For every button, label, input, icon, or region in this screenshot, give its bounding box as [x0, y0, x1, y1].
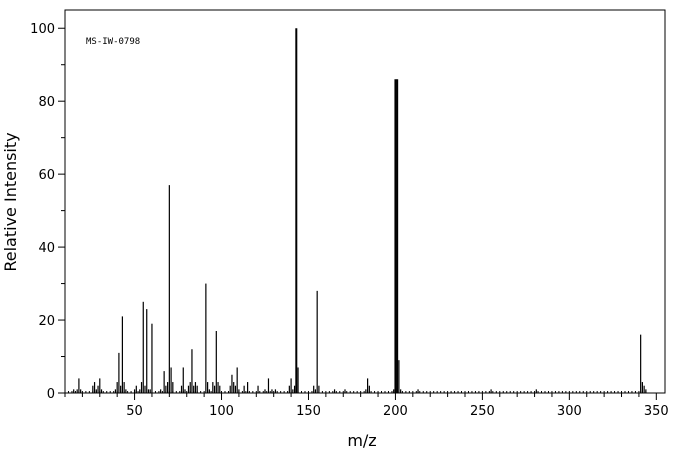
spectrum-id-annotation: MS-IW-0798: [86, 37, 140, 47]
x-tick-label: 150: [296, 404, 321, 419]
y-tick-label: 80: [38, 95, 55, 110]
x-axis-title: m/z: [347, 431, 376, 450]
y-tick-label: 0: [47, 387, 55, 402]
x-tick-label: 50: [126, 404, 143, 419]
y-tick-label: 60: [38, 168, 55, 183]
y-tick-label: 40: [38, 241, 55, 256]
y-tick-label: 100: [30, 22, 55, 37]
x-tick-label: 250: [470, 404, 495, 419]
y-axis-title: Relative Intensity: [1, 132, 20, 271]
x-tick-label: 100: [209, 404, 234, 419]
x-tick-label: 350: [644, 404, 669, 419]
x-tick-label: 300: [557, 404, 582, 419]
y-tick-label: 20: [38, 314, 55, 329]
x-tick-label: 200: [383, 404, 408, 419]
plot-frame: [64, 9, 666, 394]
